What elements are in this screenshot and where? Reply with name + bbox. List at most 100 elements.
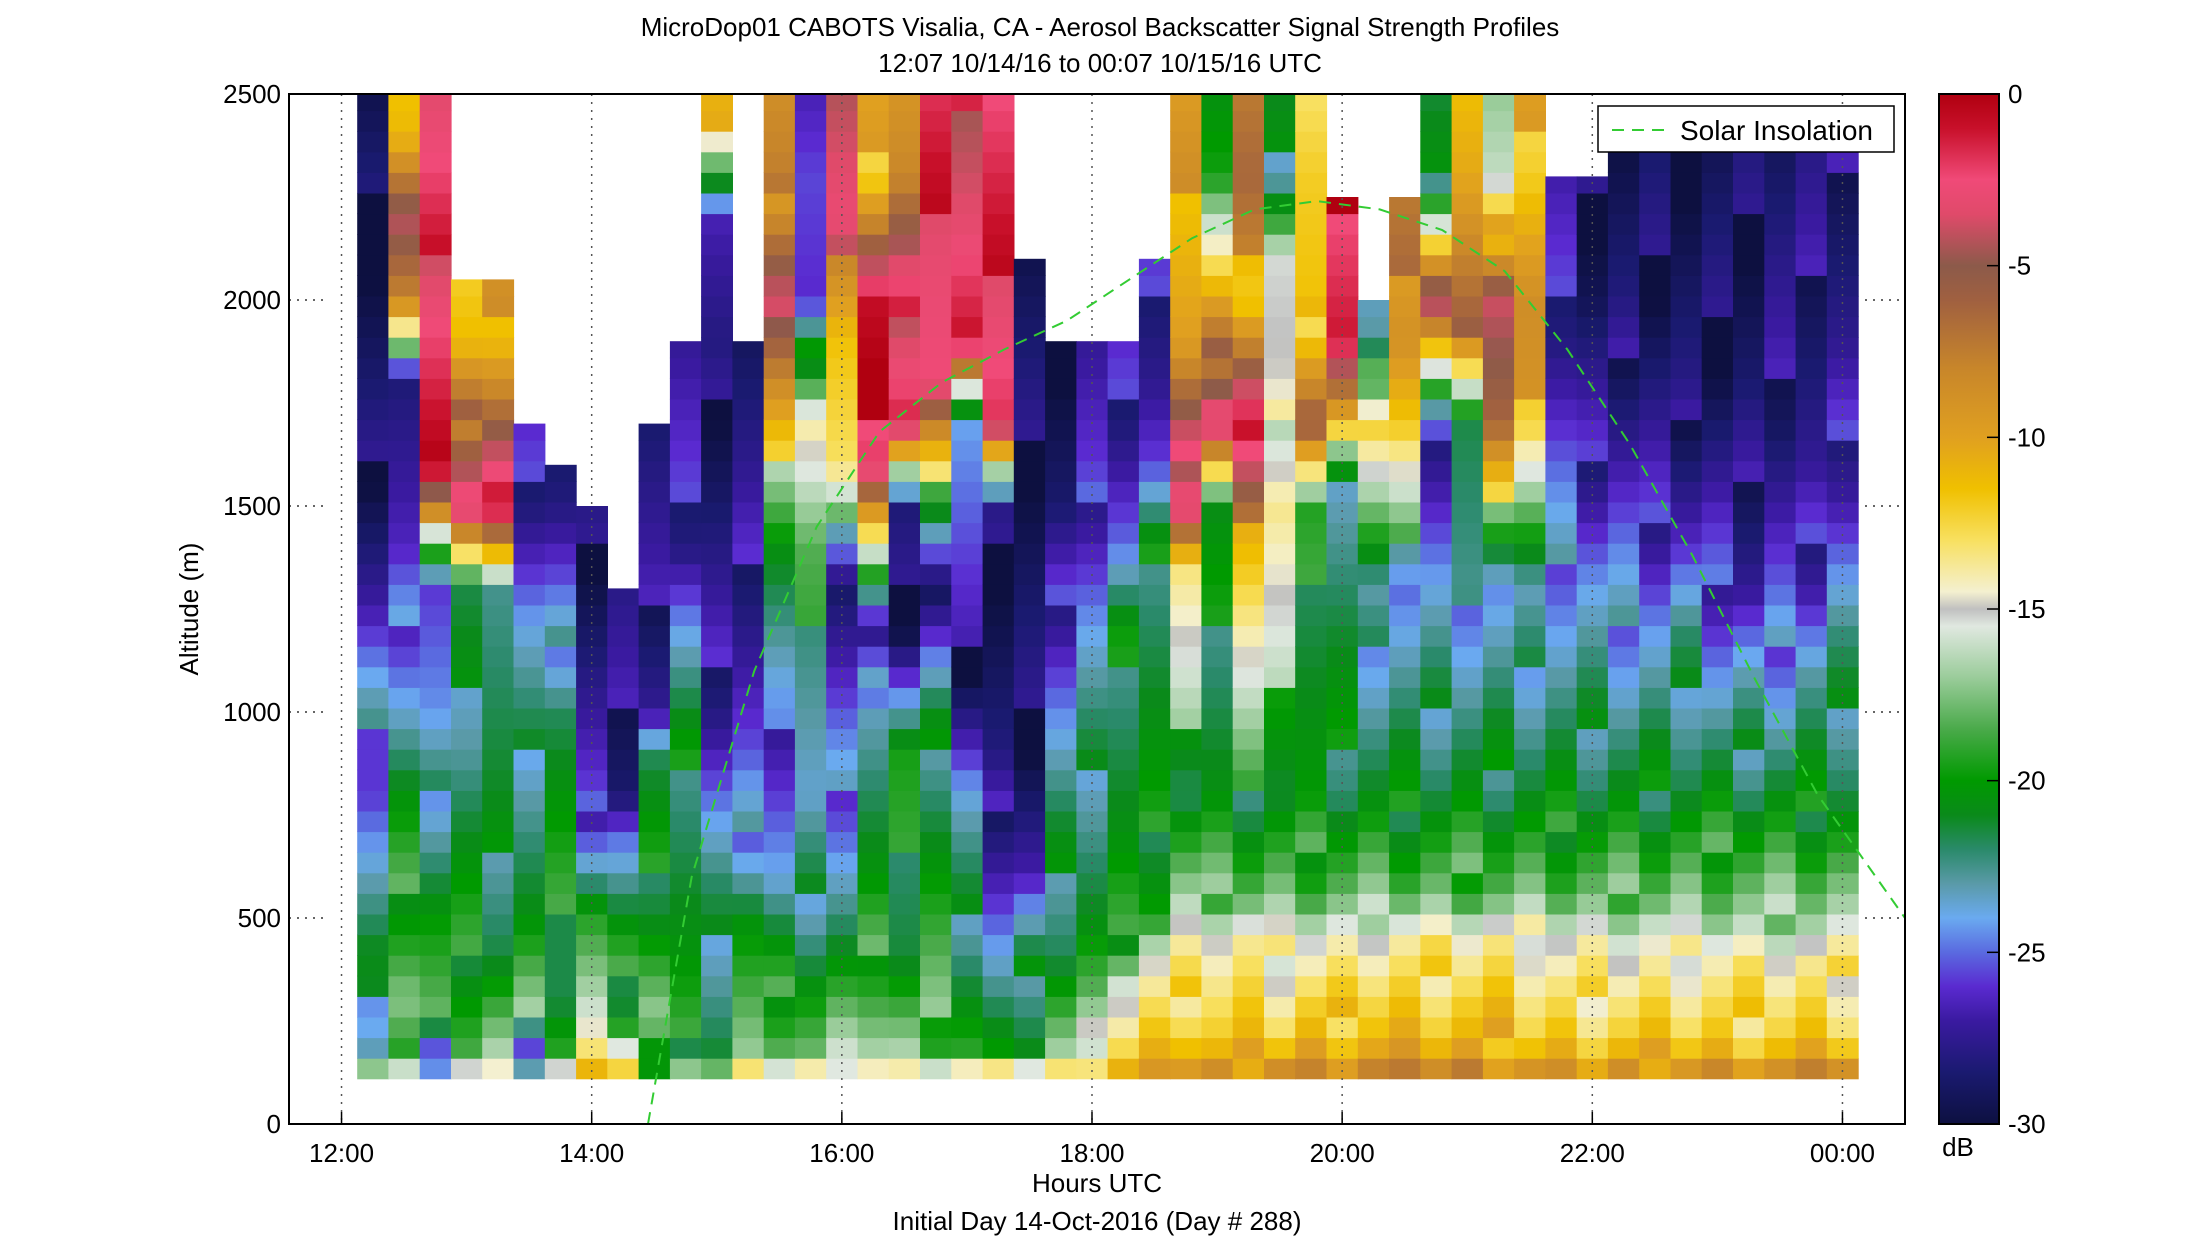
heatmap-cell: [1013, 316, 1046, 338]
heatmap-cell: [1482, 543, 1515, 565]
heatmap-cell: [1389, 872, 1421, 894]
heatmap-cell: [1232, 790, 1265, 812]
heatmap-cell: [1357, 769, 1390, 791]
heatmap-cell: [982, 378, 1015, 400]
heatmap-cell: [1514, 192, 1546, 215]
heatmap-cell: [388, 94, 421, 112]
heatmap-cell: [1170, 707, 1203, 730]
heatmap-cell: [732, 749, 765, 771]
heatmap-cell: [1013, 501, 1046, 524]
x-tick-label: 18:00: [1059, 1138, 1124, 1168]
heatmap-cell: [920, 357, 952, 379]
heatmap-cell: [1107, 975, 1140, 997]
y-tick-label: 0: [267, 1109, 281, 1139]
heatmap-cell: [419, 543, 452, 565]
heatmap-cell: [1482, 996, 1515, 1018]
heatmap-cell: [1232, 501, 1265, 524]
heatmap-cell: [607, 872, 640, 894]
heatmap-cell: [1795, 481, 1828, 503]
heatmap-cell: [1201, 584, 1234, 606]
heatmap-cell: [419, 234, 452, 256]
heatmap-cell: [1076, 872, 1109, 894]
heatmap-cell: [951, 419, 984, 441]
heatmap-cell: [1670, 316, 1703, 338]
heatmap-cell: [1045, 769, 1077, 791]
heatmap-cell: [1357, 666, 1390, 688]
heatmap-cell: [794, 604, 827, 627]
heatmap-cell: [1733, 357, 1765, 379]
heatmap-cell: [1545, 749, 1578, 771]
heatmap-cell: [1326, 275, 1359, 297]
heatmap-cell: [419, 192, 452, 215]
heatmap-cell: [794, 625, 827, 647]
heatmap-cell: [1607, 254, 1640, 276]
heatmap-cell: [888, 295, 921, 318]
heatmap-cell: [1795, 1037, 1828, 1059]
heatmap-cell: [544, 563, 577, 585]
heatmap-cell: [1420, 728, 1453, 750]
heatmap-cell: [419, 934, 452, 956]
heatmap-cell: [1107, 646, 1140, 668]
heatmap-cell: [1639, 172, 1672, 194]
heatmap-cell: [638, 423, 671, 441]
heatmap-cell: [1420, 378, 1453, 400]
heatmap-cell: [763, 913, 796, 936]
heatmap-cell: [1357, 300, 1390, 318]
heatmap-cell: [1795, 749, 1828, 771]
heatmap-cell: [1013, 1037, 1046, 1059]
heatmap-cell: [763, 1016, 796, 1039]
heatmap-cell: [1701, 790, 1734, 812]
heatmap-cell: [1107, 893, 1140, 915]
heatmap-cell: [1045, 646, 1077, 668]
heatmap-cell: [1826, 625, 1859, 647]
heatmap-cell: [951, 749, 984, 771]
heatmap-cell: [1733, 1058, 1765, 1080]
heatmap-cell: [513, 625, 546, 647]
heatmap-cell: [419, 378, 452, 400]
heatmap-cell: [1201, 501, 1234, 524]
heatmap-cell: [576, 769, 608, 791]
colorbar-tick-label: 0: [2008, 79, 2022, 109]
heatmap-cell: [1295, 769, 1328, 791]
heatmap-cell: [1639, 192, 1672, 215]
heatmap-cell: [1420, 975, 1453, 997]
heatmap-cell: [857, 1016, 890, 1039]
heatmap-cell: [701, 337, 733, 359]
heatmap-cell: [1357, 893, 1390, 915]
heatmap-cell: [1701, 563, 1734, 585]
heatmap-cell: [1264, 501, 1296, 524]
heatmap-cell: [920, 707, 952, 730]
heatmap-cell: [1639, 1037, 1672, 1059]
colorbar-tick-label: -30: [2008, 1109, 2046, 1139]
heatmap-cell: [1013, 522, 1046, 544]
heatmap-cell: [1201, 769, 1234, 791]
heatmap-cell: [951, 543, 984, 565]
heatmap-cell: [1357, 378, 1390, 400]
heatmap-cell: [1013, 872, 1046, 894]
heatmap-cell: [951, 872, 984, 894]
heatmap-cell: [1607, 790, 1640, 812]
heatmap-cell: [763, 707, 796, 730]
heatmap-cell: [1701, 398, 1734, 421]
heatmap-cell: [701, 584, 733, 606]
heatmap-cell: [1795, 913, 1828, 936]
heatmap-cell: [732, 604, 765, 627]
heatmap-cell: [920, 1016, 952, 1039]
heatmap-cell: [638, 563, 671, 585]
heatmap-cell: [1326, 254, 1359, 276]
heatmap-cell: [1764, 213, 1797, 235]
heatmap-cell: [1545, 543, 1578, 565]
heatmap-cell: [638, 481, 671, 503]
heatmap-cell: [1826, 934, 1859, 956]
heatmap-cell: [1201, 707, 1234, 730]
heatmap-cell: [482, 295, 515, 318]
heatmap-cell: [1107, 934, 1140, 956]
heatmap-cell: [1013, 357, 1046, 379]
heatmap-cell: [794, 1037, 827, 1059]
heatmap-cell: [1639, 646, 1672, 668]
heatmap-cell: [732, 687, 765, 709]
heatmap-cell: [607, 687, 640, 709]
heatmap-cell: [920, 790, 952, 812]
heatmap-cell: [1576, 913, 1609, 936]
heatmap-cell: [1201, 254, 1234, 276]
